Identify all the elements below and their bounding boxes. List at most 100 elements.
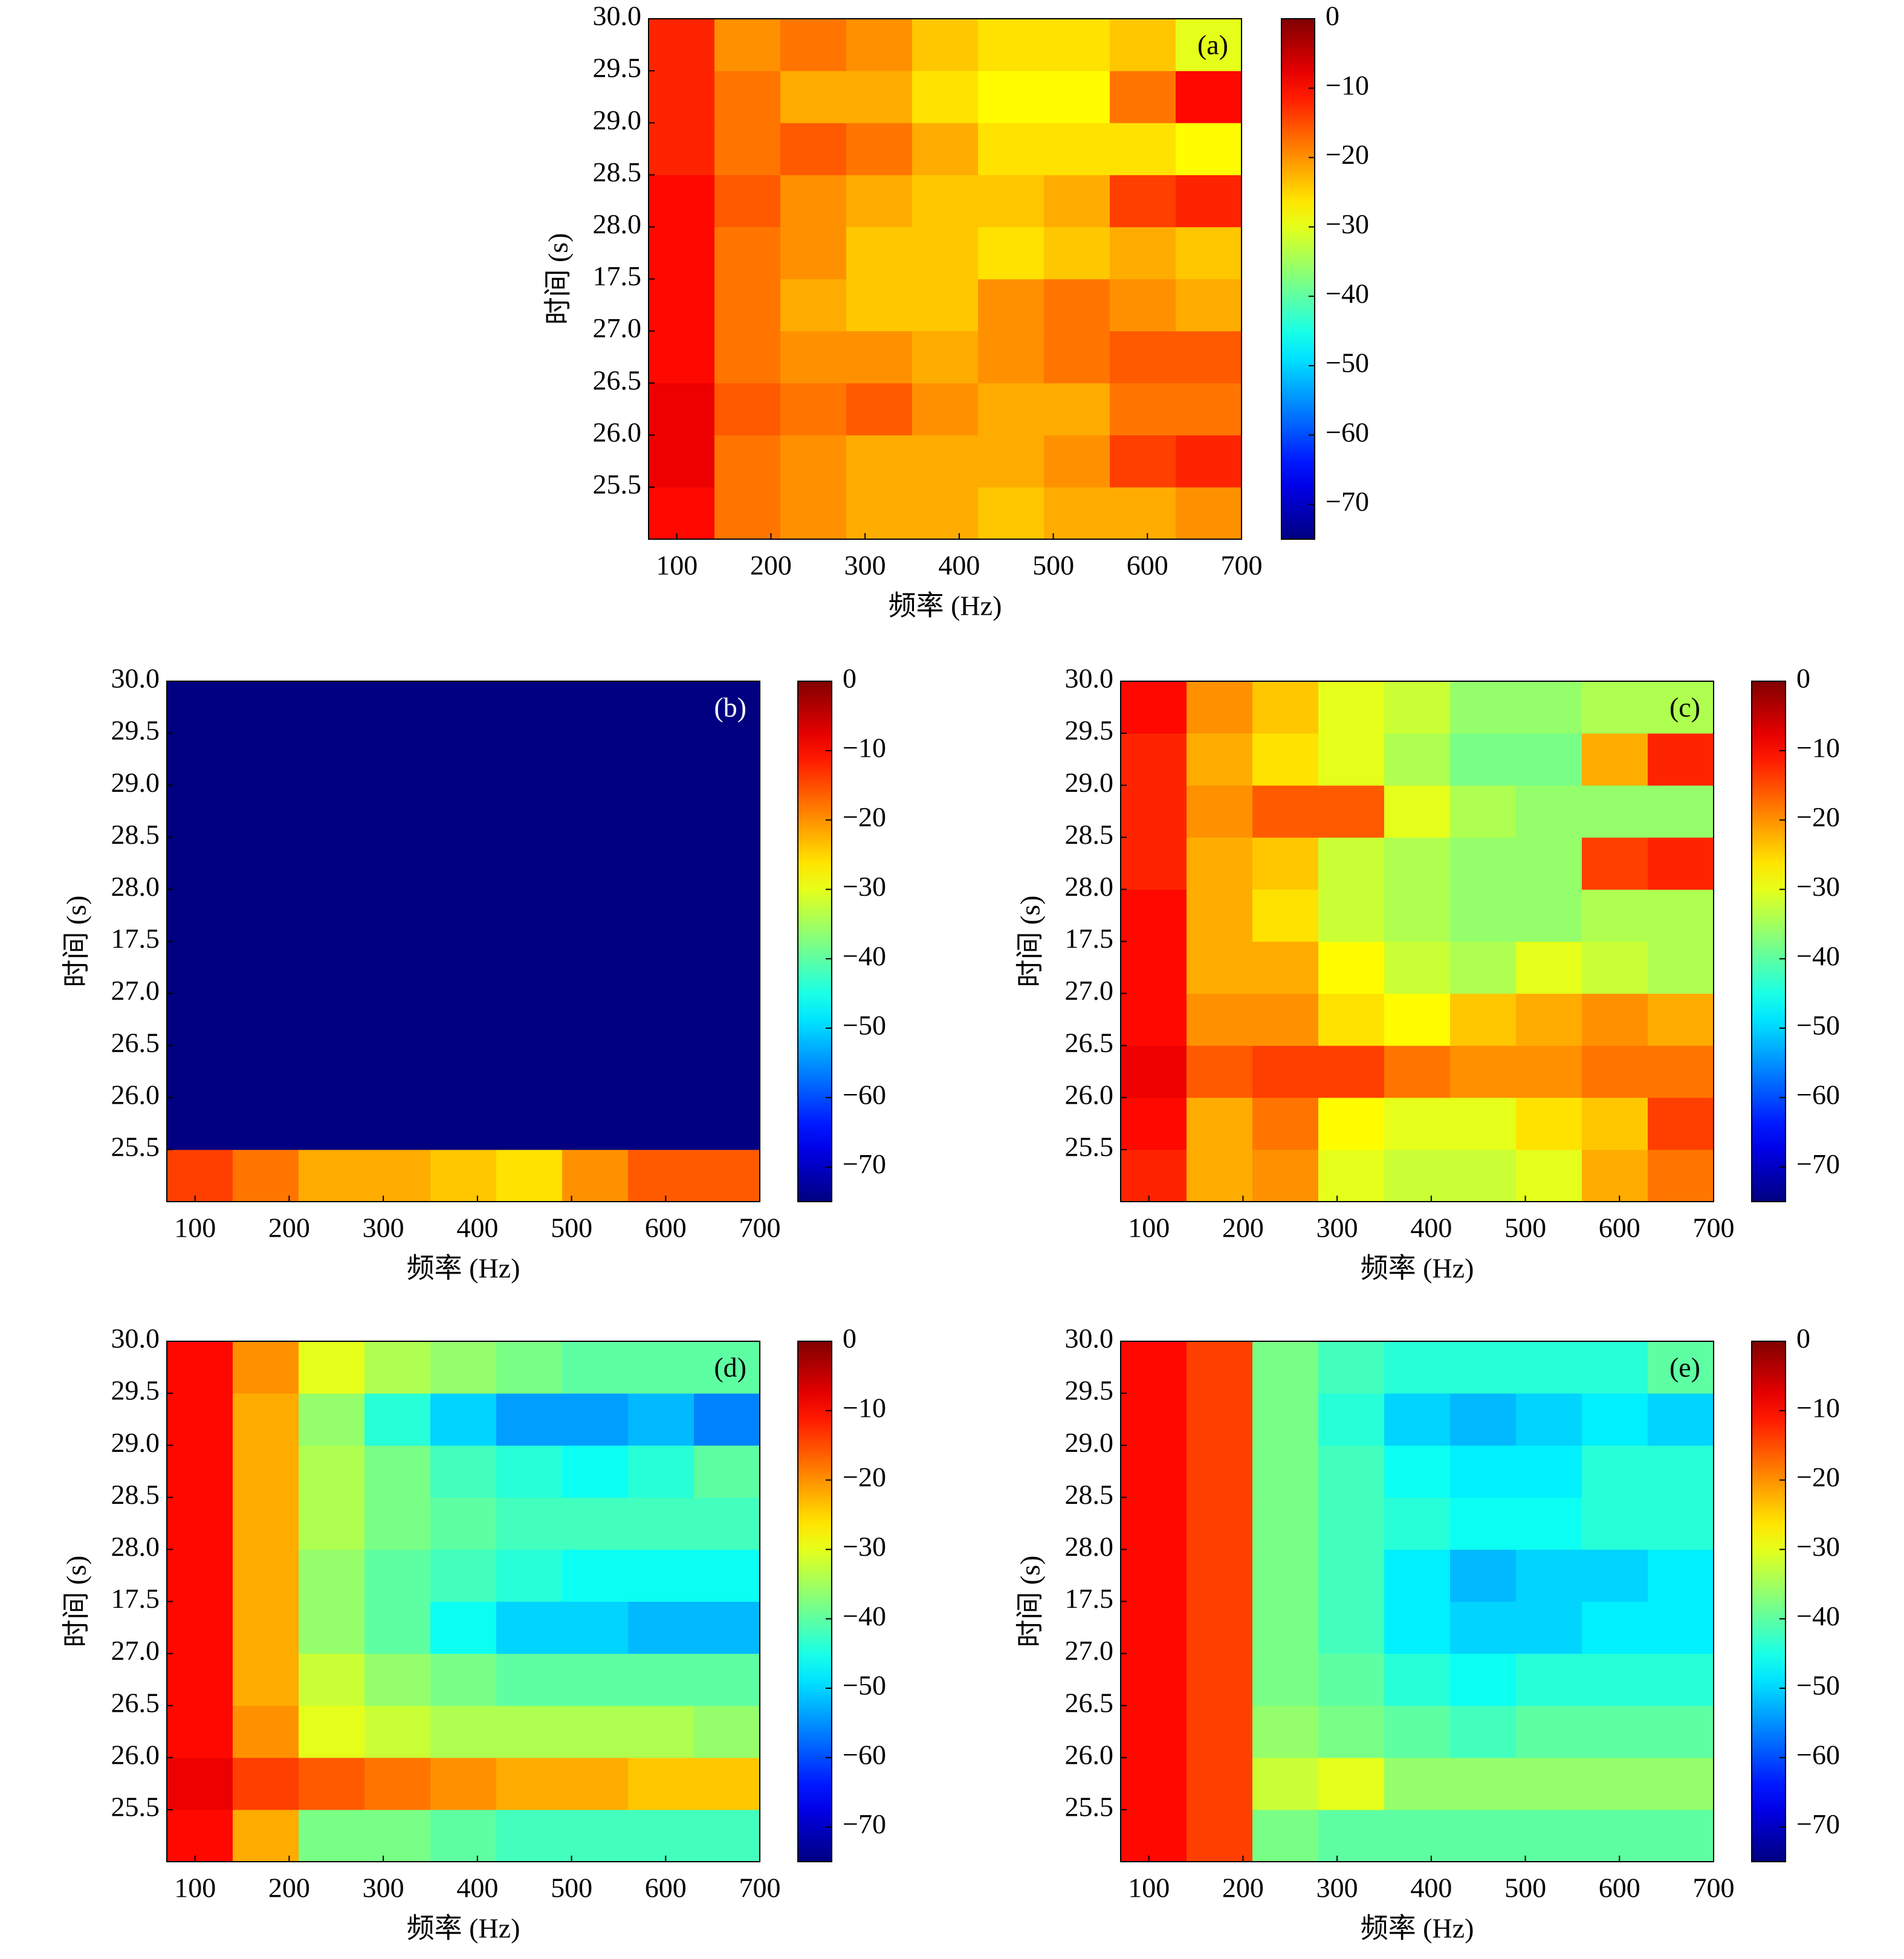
colorbar-tick-label: −60 bbox=[843, 1079, 886, 1110]
y-tick-label: 25.5 bbox=[111, 1131, 160, 1162]
heat-cell bbox=[846, 383, 913, 436]
x-tick-label: 600 bbox=[1127, 550, 1168, 581]
heat-cell bbox=[1187, 785, 1253, 838]
y-tick-label: 25.5 bbox=[1065, 1131, 1114, 1162]
heat-cell bbox=[1384, 889, 1451, 942]
heat-cell bbox=[364, 1445, 431, 1498]
heat-cell bbox=[1516, 733, 1582, 786]
y-tick-label: 26.5 bbox=[111, 1027, 160, 1058]
x-tick-label: 400 bbox=[1410, 1873, 1452, 1903]
x-tick-label: 100 bbox=[174, 1213, 216, 1243]
heat-cell bbox=[430, 1097, 497, 1150]
heat-cell bbox=[1121, 1549, 1187, 1602]
panel-label: (a) bbox=[1197, 30, 1228, 60]
heat-cell bbox=[628, 1705, 695, 1758]
heat-cell bbox=[628, 889, 695, 942]
heat-cell bbox=[1516, 681, 1582, 734]
heat-cell bbox=[1450, 733, 1517, 786]
heat-cell bbox=[562, 1497, 629, 1550]
y-tick-label: 29.5 bbox=[1065, 715, 1114, 746]
heat-cell bbox=[299, 941, 365, 994]
heat-cell bbox=[233, 889, 299, 942]
heat-cell bbox=[299, 1653, 365, 1706]
heat-cell bbox=[167, 1757, 233, 1810]
colorbar-tick-label: −10 bbox=[1796, 1392, 1840, 1423]
heat-cell bbox=[912, 123, 979, 175]
colorbar-tick-label: −30 bbox=[843, 1531, 886, 1562]
x-tick-label: 500 bbox=[551, 1873, 592, 1903]
heat-cell bbox=[1450, 889, 1517, 942]
x-axis-label: 频率 (Hz) bbox=[407, 1913, 520, 1944]
colorbar-tick-label: −30 bbox=[1796, 1531, 1840, 1562]
colorbar-tick-label: −30 bbox=[1796, 871, 1840, 902]
heat-cell bbox=[1044, 435, 1110, 488]
heat-cell bbox=[912, 227, 979, 279]
colorbar-tick-label: −60 bbox=[1796, 1079, 1840, 1110]
heat-cell bbox=[649, 227, 715, 279]
heat-cell bbox=[846, 435, 913, 488]
heat-cell bbox=[1648, 681, 1714, 734]
heat-cell bbox=[430, 941, 497, 994]
heat-cell bbox=[628, 1341, 695, 1394]
heat-cell bbox=[1187, 1097, 1253, 1150]
heat-cell bbox=[233, 681, 299, 734]
heat-cell bbox=[978, 331, 1044, 384]
heat-cell bbox=[496, 1653, 563, 1706]
heat-cell bbox=[1176, 227, 1242, 279]
heat-cell bbox=[299, 1809, 365, 1862]
heat-cell bbox=[978, 175, 1044, 227]
heat-cell bbox=[430, 1705, 497, 1758]
heat-cell bbox=[299, 993, 365, 1046]
x-tick-label: 600 bbox=[645, 1873, 687, 1903]
colorbar-tick-label: 0 bbox=[843, 663, 856, 694]
heat-cell bbox=[299, 1705, 365, 1758]
heat-cell bbox=[1648, 1045, 1714, 1098]
heat-cell bbox=[496, 1341, 563, 1394]
heat-cell bbox=[233, 785, 299, 838]
y-tick-label: 17.5 bbox=[1065, 923, 1114, 954]
heat-cell bbox=[496, 1549, 563, 1602]
y-tick-label: 28.5 bbox=[111, 1479, 160, 1510]
heat-cell bbox=[780, 435, 847, 488]
heat-cell bbox=[167, 1445, 233, 1498]
heat-cell bbox=[1384, 993, 1451, 1046]
heat-cell bbox=[364, 1341, 431, 1394]
y-tick-label: 29.5 bbox=[1065, 1375, 1114, 1406]
colorbar-tick-label: −60 bbox=[843, 1739, 886, 1770]
x-tick-label: 200 bbox=[1222, 1213, 1264, 1243]
heat-cell bbox=[233, 1549, 299, 1602]
heat-cell bbox=[1252, 1809, 1319, 1862]
heat-cell bbox=[1450, 1497, 1517, 1550]
y-tick-label: 26.5 bbox=[1065, 1687, 1114, 1718]
heat-cell bbox=[299, 1445, 365, 1498]
heat-cell bbox=[1121, 1497, 1187, 1550]
x-tick-label: 100 bbox=[656, 550, 698, 581]
heat-cell bbox=[430, 1653, 497, 1706]
panel-label: (b) bbox=[714, 692, 746, 723]
heat-cell bbox=[1384, 1653, 1451, 1706]
heat-cell bbox=[1252, 733, 1319, 786]
heat-cell bbox=[233, 1341, 299, 1394]
colorbar-tick-label: −60 bbox=[1326, 416, 1369, 447]
heat-cell bbox=[1318, 1045, 1385, 1098]
heat-cell bbox=[1648, 1601, 1714, 1654]
heat-cell bbox=[1252, 1705, 1319, 1758]
y-tick-label: 29.0 bbox=[111, 767, 160, 798]
heat-cell bbox=[430, 1549, 497, 1602]
x-axis-label: 频率 (Hz) bbox=[407, 1253, 520, 1284]
heat-cell bbox=[1252, 681, 1319, 734]
heat-cell bbox=[1121, 785, 1187, 838]
heat-cell bbox=[562, 1097, 629, 1150]
heat-cell bbox=[780, 279, 847, 332]
heat-cell bbox=[364, 941, 431, 994]
heat-cell bbox=[1516, 1549, 1582, 1602]
heat-cell bbox=[562, 1549, 629, 1602]
y-tick-label: 17.5 bbox=[593, 261, 642, 291]
heat-cell bbox=[694, 1705, 760, 1758]
heat-cell bbox=[1044, 71, 1110, 123]
heat-cell bbox=[978, 19, 1044, 71]
heat-cell bbox=[714, 435, 781, 488]
heat-cell bbox=[846, 227, 913, 279]
heat-cell bbox=[1450, 1549, 1517, 1602]
y-tick-label: 28.0 bbox=[593, 209, 642, 239]
